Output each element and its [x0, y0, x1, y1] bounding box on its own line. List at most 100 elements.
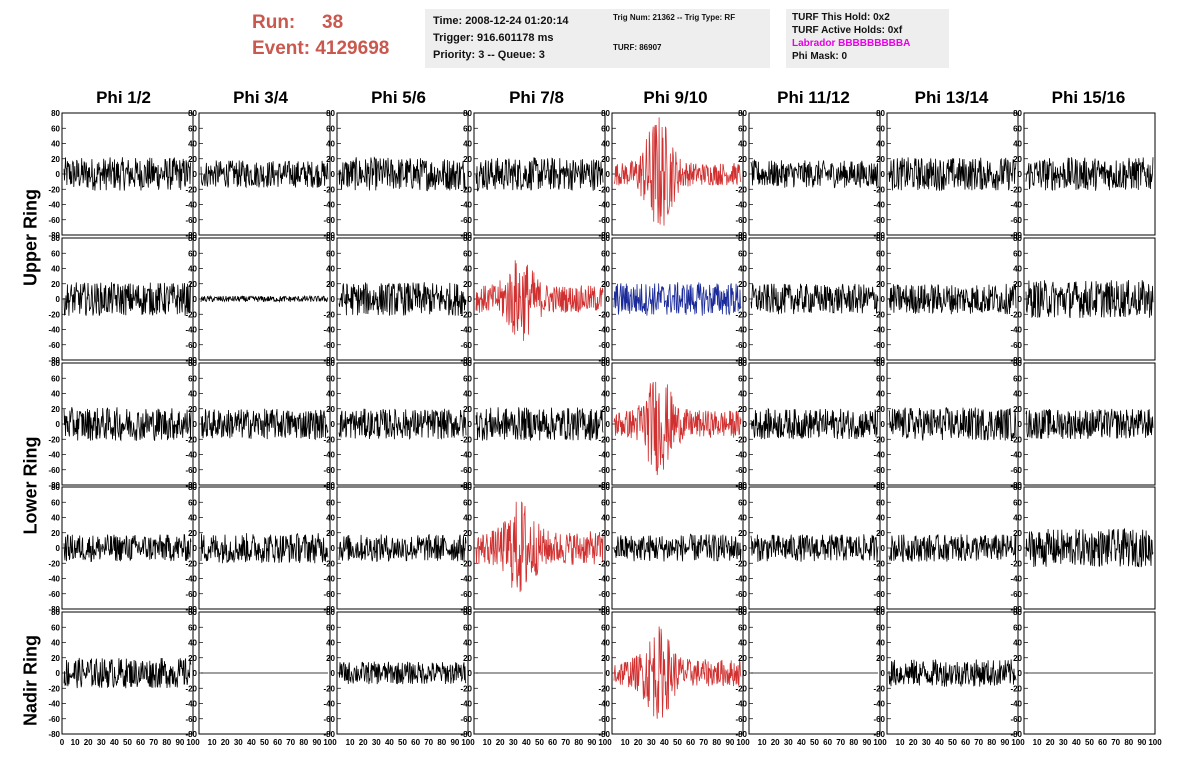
y-tick-label: -80 — [598, 481, 610, 490]
y-tick-label: -40 — [873, 201, 885, 210]
y-tick-label: 20 — [463, 280, 472, 289]
y-tick-label: 80 — [601, 109, 610, 118]
y-tick-label: -60 — [460, 590, 472, 599]
y-tick-label: 80 — [738, 109, 747, 118]
y-tick-label: 60 — [188, 623, 197, 632]
y-tick-label: -60 — [48, 216, 60, 225]
y-tick-label: -80 — [185, 231, 197, 240]
y-tick-label: -20 — [323, 310, 335, 319]
y-tick-label: 60 — [463, 374, 472, 383]
waveform-trace-black — [63, 657, 192, 689]
y-tick-label: 40 — [738, 639, 747, 648]
waveform-trace-black — [63, 157, 192, 191]
y-tick-label: -80 — [735, 605, 747, 614]
y-tick-label: 20 — [738, 654, 747, 663]
y-tick-label: 80 — [463, 608, 472, 617]
y-tick-label: 20 — [188, 155, 197, 164]
y-tick-label: 60 — [1013, 124, 1022, 133]
y-tick-label: -60 — [48, 341, 60, 350]
y-tick-label: -60 — [1010, 216, 1022, 225]
x-tick-label: 20 — [909, 738, 918, 747]
x-tick-label: 80 — [437, 738, 446, 747]
y-tick-label: -40 — [598, 201, 610, 210]
panel-r3-c6: -80 -60 -40 -20 0 20 40 60 80 — [873, 483, 1019, 614]
panel-r0-c5: -80 -60 -40 -20 0 20 40 60 80 — [735, 109, 881, 240]
waveform-trace-black — [338, 282, 467, 316]
y-tick-label: 60 — [1013, 249, 1022, 258]
y-tick-label: 0 — [56, 544, 61, 553]
y-tick-label: -20 — [460, 185, 472, 194]
turf-info-box: TURF This Hold: 0x2 TURF Active Holds: 0… — [786, 9, 949, 68]
y-tick-label: -60 — [323, 590, 335, 599]
panel-r2-c1: -80 -60 -40 -20 0 20 40 60 80 — [185, 359, 331, 490]
y-tick-label: 20 — [1013, 405, 1022, 414]
y-tick-label: -60 — [185, 341, 197, 350]
y-tick-label: 20 — [51, 529, 60, 538]
waveform-trace-black — [338, 408, 467, 441]
x-tick-label: 20 — [84, 738, 93, 747]
waveform-trace-black — [63, 407, 192, 442]
y-tick-label: -20 — [48, 185, 60, 194]
y-tick-label: 40 — [51, 390, 60, 399]
y-tick-label: -40 — [873, 451, 885, 460]
y-tick-label: 80 — [188, 608, 197, 617]
x-tick-label: 60 — [136, 738, 145, 747]
x-tick-label: 40 — [385, 738, 394, 747]
y-tick-label: 80 — [188, 234, 197, 243]
y-tick-label: 40 — [463, 514, 472, 523]
y-tick-label: 60 — [876, 623, 885, 632]
y-tick-label: -40 — [735, 700, 747, 709]
x-tick-label: 70 — [286, 738, 295, 747]
y-tick-label: 20 — [601, 529, 610, 538]
y-tick-label: -40 — [1010, 326, 1022, 335]
y-tick-label: 0 — [743, 170, 748, 179]
y-tick-label: 60 — [463, 249, 472, 258]
column-label-phi-5-6: Phi 5/6 — [371, 88, 426, 107]
x-tick-label: 30 — [97, 738, 106, 747]
trig-num-text: Trig Num: 21362 -- Trig Type: RF — [613, 13, 736, 22]
y-tick-label: -40 — [598, 326, 610, 335]
x-tick-label: 60 — [823, 738, 832, 747]
y-tick-label: 0 — [743, 295, 748, 304]
y-tick-label: -60 — [323, 715, 335, 724]
y-tick-label: -80 — [598, 730, 610, 739]
y-tick-label: 40 — [51, 140, 60, 149]
y-tick-label: 80 — [51, 234, 60, 243]
waveform-trace-black — [338, 661, 467, 685]
y-tick-label: 0 — [606, 544, 611, 553]
waveform-trace-blue — [613, 282, 742, 316]
y-tick-label: 40 — [188, 514, 197, 523]
y-tick-label: -40 — [48, 451, 60, 460]
x-tick-label: 100 — [186, 738, 200, 747]
x-tick-label: 80 — [987, 738, 996, 747]
y-tick-label: 60 — [188, 374, 197, 383]
x-tick-label: 20 — [771, 738, 780, 747]
panel-r3-c1: -80 -60 -40 -20 0 20 40 60 80 — [185, 483, 331, 614]
y-tick-label: -80 — [48, 730, 60, 739]
y-tick-label: 0 — [331, 544, 336, 553]
x-tick-label: 20 — [359, 738, 368, 747]
y-tick-label: 80 — [51, 359, 60, 368]
panel-r2-c2: -80 -60 -40 -20 0 20 40 60 80 — [323, 359, 469, 490]
y-tick-label: -80 — [873, 481, 885, 490]
y-tick-label: 60 — [51, 374, 60, 383]
y-tick-label: 0 — [743, 669, 748, 678]
y-tick-label: 0 — [468, 669, 473, 678]
y-tick-label: -80 — [873, 730, 885, 739]
y-tick-label: 60 — [51, 623, 60, 632]
y-tick-label: 40 — [51, 639, 60, 648]
x-tick-label: 10 — [896, 738, 905, 747]
y-tick-label: 40 — [326, 639, 335, 648]
y-tick-label: -40 — [323, 326, 335, 335]
y-tick-label: 40 — [876, 514, 885, 523]
y-tick-label: 0 — [468, 295, 473, 304]
y-tick-label: -40 — [1010, 700, 1022, 709]
x-tick-label: 60 — [1098, 738, 1107, 747]
run-event-block: Run: 38 Event: 4129698 — [252, 10, 389, 62]
y-tick-label: 80 — [188, 359, 197, 368]
x-tick-label: 90 — [450, 738, 459, 747]
y-tick-label: 20 — [601, 654, 610, 663]
